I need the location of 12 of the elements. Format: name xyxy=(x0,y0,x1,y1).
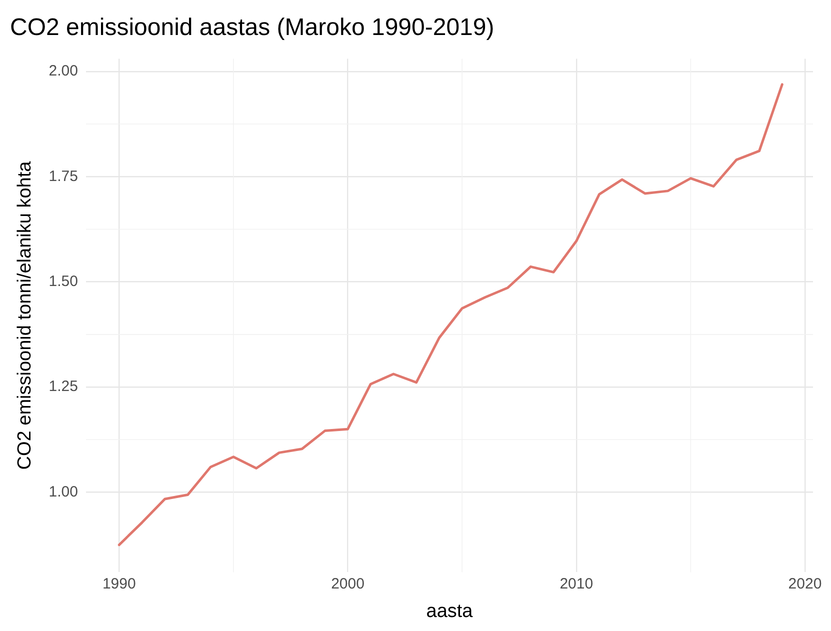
y-tick-label: 1.25 xyxy=(48,378,78,396)
y-axis-title: CO2 emissioonid tonni/elaniku kohta xyxy=(14,160,36,470)
y-tick-label: 2.00 xyxy=(48,62,78,80)
x-axis-title: aasta xyxy=(426,600,474,622)
y-tick-label: 1.75 xyxy=(48,168,78,185)
chart-title: CO2 emissioonid aastas (Maroko 1990-2019) xyxy=(10,14,494,42)
y-tick-label: 1.00 xyxy=(48,483,78,500)
x-tick-label: 2020 xyxy=(788,575,822,592)
x-tick-label: 1990 xyxy=(102,575,136,592)
y-tick-label: 1.50 xyxy=(48,272,78,290)
x-tick-label: 2010 xyxy=(560,575,594,592)
x-tick-label: 2000 xyxy=(331,575,364,592)
